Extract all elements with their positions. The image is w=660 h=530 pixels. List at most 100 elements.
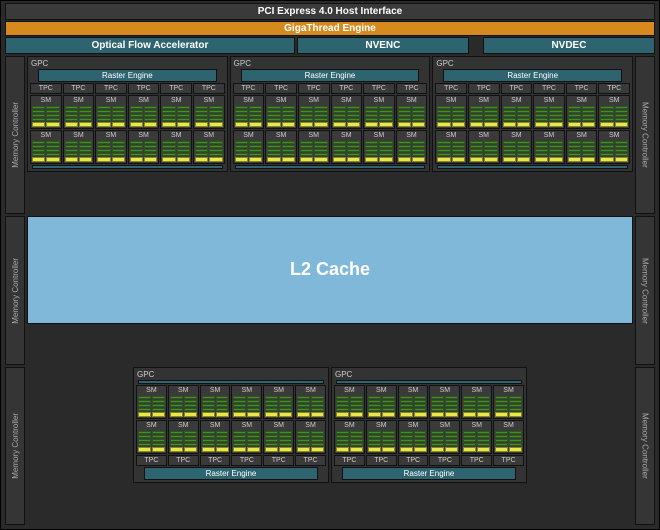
cuda-core xyxy=(398,141,411,144)
sm-block: SM xyxy=(398,385,429,419)
cuda-core xyxy=(32,141,45,144)
tensor-core xyxy=(144,157,157,162)
cuda-core-grid xyxy=(600,141,628,156)
tpc-header: TPC xyxy=(468,83,500,94)
sm-label: SM xyxy=(235,97,263,105)
cuda-core-grid xyxy=(97,141,125,156)
sm-block: SM xyxy=(30,95,62,129)
cuda-core xyxy=(32,114,45,117)
sm-block: SM xyxy=(160,130,192,164)
tensor-core xyxy=(412,157,425,162)
tensor-row xyxy=(202,447,229,452)
tensor-core xyxy=(138,412,151,417)
cuda-core xyxy=(535,118,548,121)
sm-label: SM xyxy=(568,97,596,105)
cuda-core xyxy=(431,443,444,446)
cuda-core xyxy=(162,110,175,113)
tensor-row xyxy=(300,122,328,127)
tpc-header: TPC xyxy=(435,83,467,94)
tensor-core xyxy=(431,412,444,417)
tensor-row xyxy=(195,157,223,162)
cuda-core xyxy=(336,443,349,446)
cuda-core xyxy=(398,149,411,152)
cuda-core-grid xyxy=(300,106,328,121)
cuda-core xyxy=(484,110,497,113)
cuda-core xyxy=(517,145,530,148)
tensor-row xyxy=(333,122,361,127)
tensor-core xyxy=(216,412,229,417)
cuda-core xyxy=(517,118,530,121)
cuda-core xyxy=(112,114,125,117)
tensor-core xyxy=(235,157,248,162)
gpc-label: GPC xyxy=(334,370,524,379)
tensor-core xyxy=(379,122,392,127)
cuda-core-grid xyxy=(470,141,498,156)
cuda-core xyxy=(300,110,313,113)
sm-label: SM xyxy=(32,97,60,105)
cuda-core-grid xyxy=(32,141,60,156)
cuda-core xyxy=(365,153,378,156)
sm-label: SM xyxy=(267,97,295,105)
cuda-core xyxy=(382,396,395,399)
cuda-core xyxy=(177,106,190,109)
tensor-core xyxy=(470,122,483,127)
tensor-row xyxy=(138,447,165,452)
tensor-row xyxy=(463,447,490,452)
cuda-core xyxy=(314,114,327,117)
cuda-core xyxy=(445,404,458,407)
cuda-core xyxy=(509,431,522,434)
sm-label: SM xyxy=(297,387,324,395)
tensor-core xyxy=(398,122,411,127)
tpc-header: TPC xyxy=(95,83,127,94)
tensor-core xyxy=(333,157,346,162)
sm-label: SM xyxy=(265,387,292,395)
sm-block: SM xyxy=(366,385,397,419)
sm-block: SM xyxy=(429,420,460,454)
memory-controller-right-0: Memory Controller xyxy=(635,56,655,214)
sm-label: SM xyxy=(32,132,60,140)
sm-block: SM xyxy=(265,130,297,164)
cuda-core xyxy=(431,396,444,399)
cuda-core-grid xyxy=(495,396,522,411)
memory-controller-right-2: Memory Controller xyxy=(635,367,655,525)
cuda-core-grid xyxy=(202,396,229,411)
cuda-core xyxy=(437,149,450,152)
tensor-core xyxy=(247,412,260,417)
cuda-core xyxy=(398,145,411,148)
tensor-core xyxy=(350,412,363,417)
cuda-core xyxy=(202,431,215,434)
cuda-core xyxy=(65,114,78,117)
cuda-core xyxy=(398,110,411,113)
tensor-core xyxy=(170,447,183,452)
tensor-core xyxy=(184,412,197,417)
gpc-footer-bar xyxy=(336,380,522,384)
tensor-core xyxy=(509,412,522,417)
cuda-core xyxy=(379,145,392,148)
cuda-core xyxy=(398,153,411,156)
cuda-core xyxy=(495,439,508,442)
cuda-core xyxy=(249,110,262,113)
sm-label: SM xyxy=(265,422,292,430)
tensor-core xyxy=(517,157,530,162)
cuda-core xyxy=(162,153,175,156)
sm-block: SM xyxy=(128,95,160,129)
nvenc-block: NVENC xyxy=(297,37,469,54)
cuda-core xyxy=(314,149,327,152)
cuda-core xyxy=(431,435,444,438)
tensor-core xyxy=(300,157,313,162)
tpc-header: TPC xyxy=(396,83,428,94)
raster-engine: Raster Engine xyxy=(342,467,516,480)
sm-block: SM xyxy=(160,95,192,129)
cuda-core xyxy=(282,114,295,117)
cuda-core xyxy=(549,114,562,117)
cuda-core xyxy=(382,408,395,411)
sm-block: SM xyxy=(331,95,363,129)
cuda-core xyxy=(32,118,45,121)
sm-block: SM xyxy=(331,130,363,164)
cuda-core xyxy=(162,118,175,121)
cuda-core xyxy=(336,400,349,403)
tensor-core xyxy=(382,412,395,417)
cuda-core xyxy=(267,106,280,109)
cuda-core xyxy=(300,153,313,156)
sm-label: SM xyxy=(202,387,229,395)
